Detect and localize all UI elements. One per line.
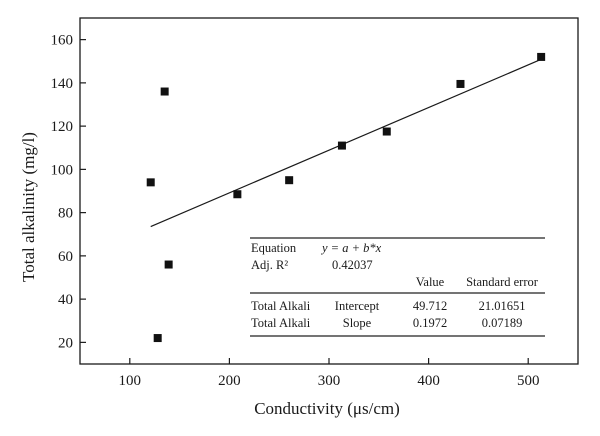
data-point xyxy=(233,190,242,199)
x-axis-title: Conductivity (μs/cm) xyxy=(254,399,400,418)
y-tick-label: 160 xyxy=(51,33,74,49)
adj-r2-value: 0.42037 xyxy=(332,258,373,272)
adj-r2-label: Adj. R² xyxy=(251,258,288,272)
row-1-value: 49.712 xyxy=(413,299,447,313)
data-points xyxy=(146,52,546,343)
row-1-name: Total Alkali xyxy=(251,299,311,313)
y-tick-label: 80 xyxy=(58,206,73,222)
row-1-param: Intercept xyxy=(335,299,380,313)
header-standard-error: Standard error xyxy=(466,275,539,289)
row-1-error: 21.01651 xyxy=(479,299,526,313)
y-tick-label: 100 xyxy=(51,162,74,178)
data-point xyxy=(164,260,173,269)
data-point xyxy=(537,52,546,61)
table-row: Total Alkali Slope 0.1972 0.07189 xyxy=(251,316,522,330)
axis-ticks: 100 200 300 400 500 20 40 60 80 100 120 140 160 xyxy=(51,33,540,389)
x-tick-label: 400 xyxy=(417,373,440,389)
row-2-param: Slope xyxy=(343,316,372,330)
stats-table: Equation y = a + b*x Adj. R² 0.42037 Val… xyxy=(250,237,545,337)
data-point xyxy=(146,178,155,187)
row-2-error: 0.07189 xyxy=(482,316,523,330)
x-tick-label: 300 xyxy=(318,373,341,389)
x-tick-label: 100 xyxy=(119,373,142,389)
data-point xyxy=(382,127,391,136)
y-tick-label: 140 xyxy=(51,76,74,92)
row-2-value: 0.1972 xyxy=(413,316,447,330)
x-tick-label: 200 xyxy=(218,373,241,389)
y-tick-label: 120 xyxy=(51,119,74,135)
data-point xyxy=(160,87,169,96)
x-tick-label: 500 xyxy=(517,373,540,389)
data-point xyxy=(456,79,465,88)
table-row: Total Alkali Intercept 49.712 21.01651 xyxy=(251,299,525,313)
header-value: Value xyxy=(416,275,445,289)
data-point xyxy=(337,141,346,150)
data-point xyxy=(153,334,162,343)
row-2-name: Total Alkali xyxy=(251,316,311,330)
data-point xyxy=(285,176,294,185)
y-tick-label: 20 xyxy=(58,335,73,351)
y-axis-title: Total alkalinity (mg/l) xyxy=(19,132,38,282)
y-tick-label: 40 xyxy=(58,292,73,308)
equation-text: y = a + b*x xyxy=(320,241,382,255)
equation-label: Equation xyxy=(251,241,297,255)
y-tick-label: 60 xyxy=(58,249,73,265)
